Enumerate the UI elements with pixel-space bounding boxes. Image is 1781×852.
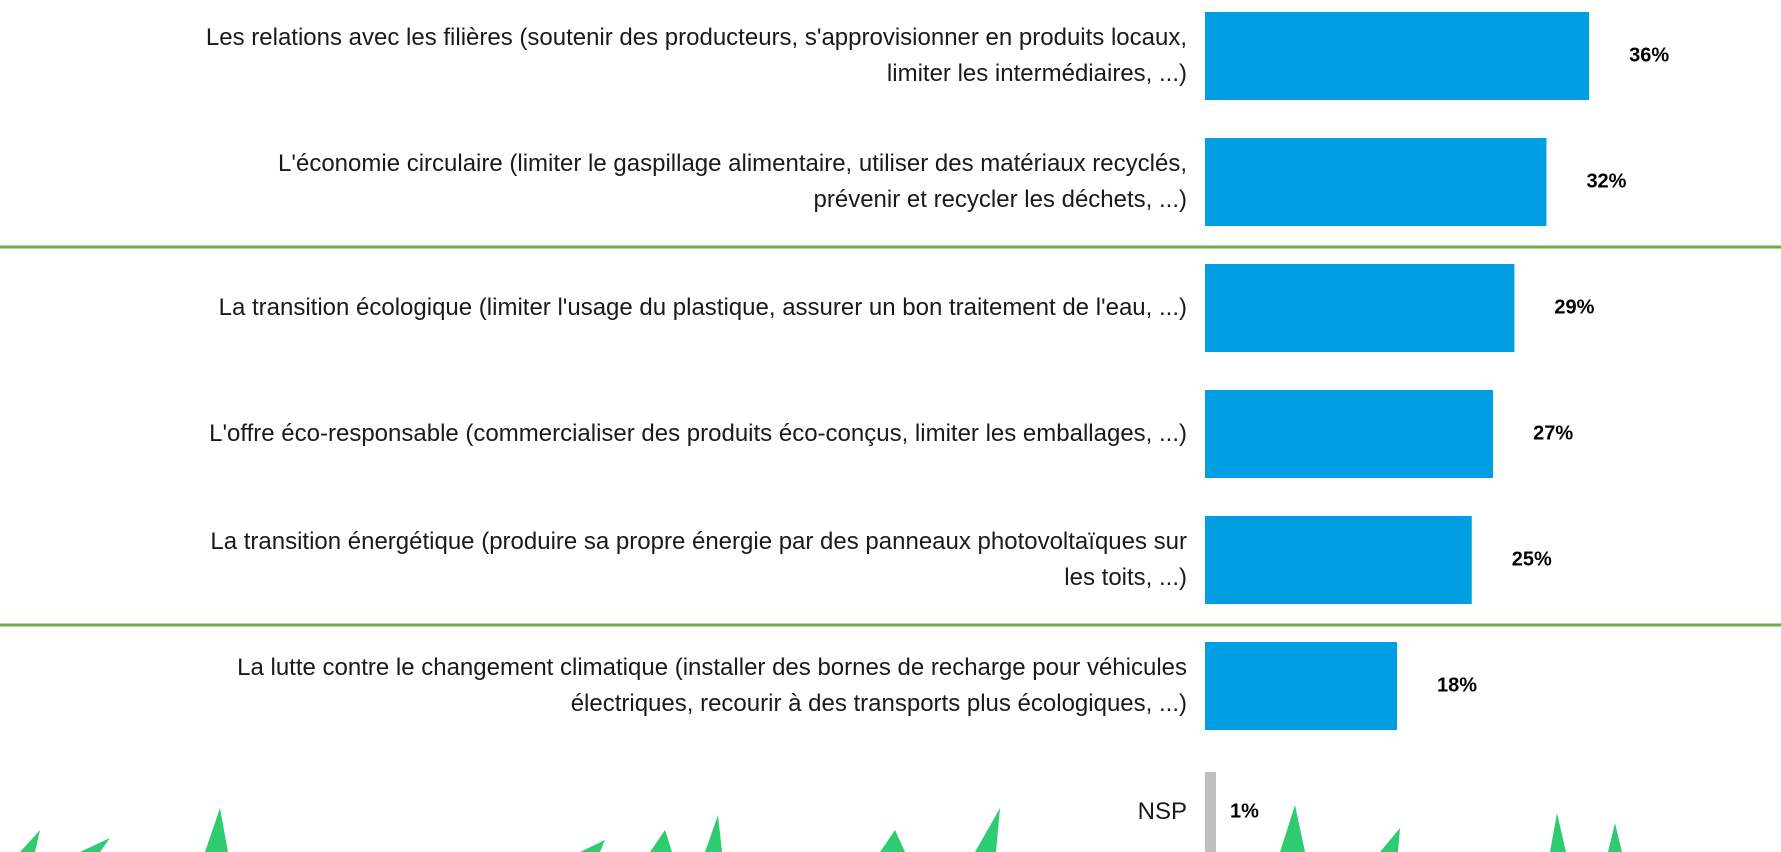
bar (1205, 516, 1472, 604)
category-label: La lutte contre le changement climatique… (237, 654, 1187, 717)
value-label: 25% (1512, 548, 1552, 570)
category-label: NSP (1137, 798, 1187, 825)
bar (1205, 772, 1216, 852)
bar (1205, 390, 1494, 478)
bar (1205, 138, 1547, 226)
category-label: La transition écologique (limiter l'usag… (218, 294, 1187, 321)
value-label: 1% (1230, 800, 1259, 822)
category-label: L'offre éco-responsable (commercialiser … (209, 420, 1187, 447)
category-label: L'économie circulaire (limiter le gaspil… (278, 150, 1187, 213)
bar (1205, 12, 1590, 100)
value-label: 18% (1437, 674, 1477, 696)
category-label: Les relations avec les filières (souteni… (205, 24, 1187, 87)
bar (1205, 642, 1398, 730)
category-label: La transition énergétique (produire sa p… (210, 528, 1187, 591)
bar (1205, 264, 1515, 352)
value-label: 27% (1533, 422, 1573, 444)
value-label: 32% (1586, 170, 1626, 192)
value-label: 29% (1554, 296, 1594, 318)
value-label: 36% (1629, 44, 1669, 66)
grass-decoration (20, 805, 1622, 852)
